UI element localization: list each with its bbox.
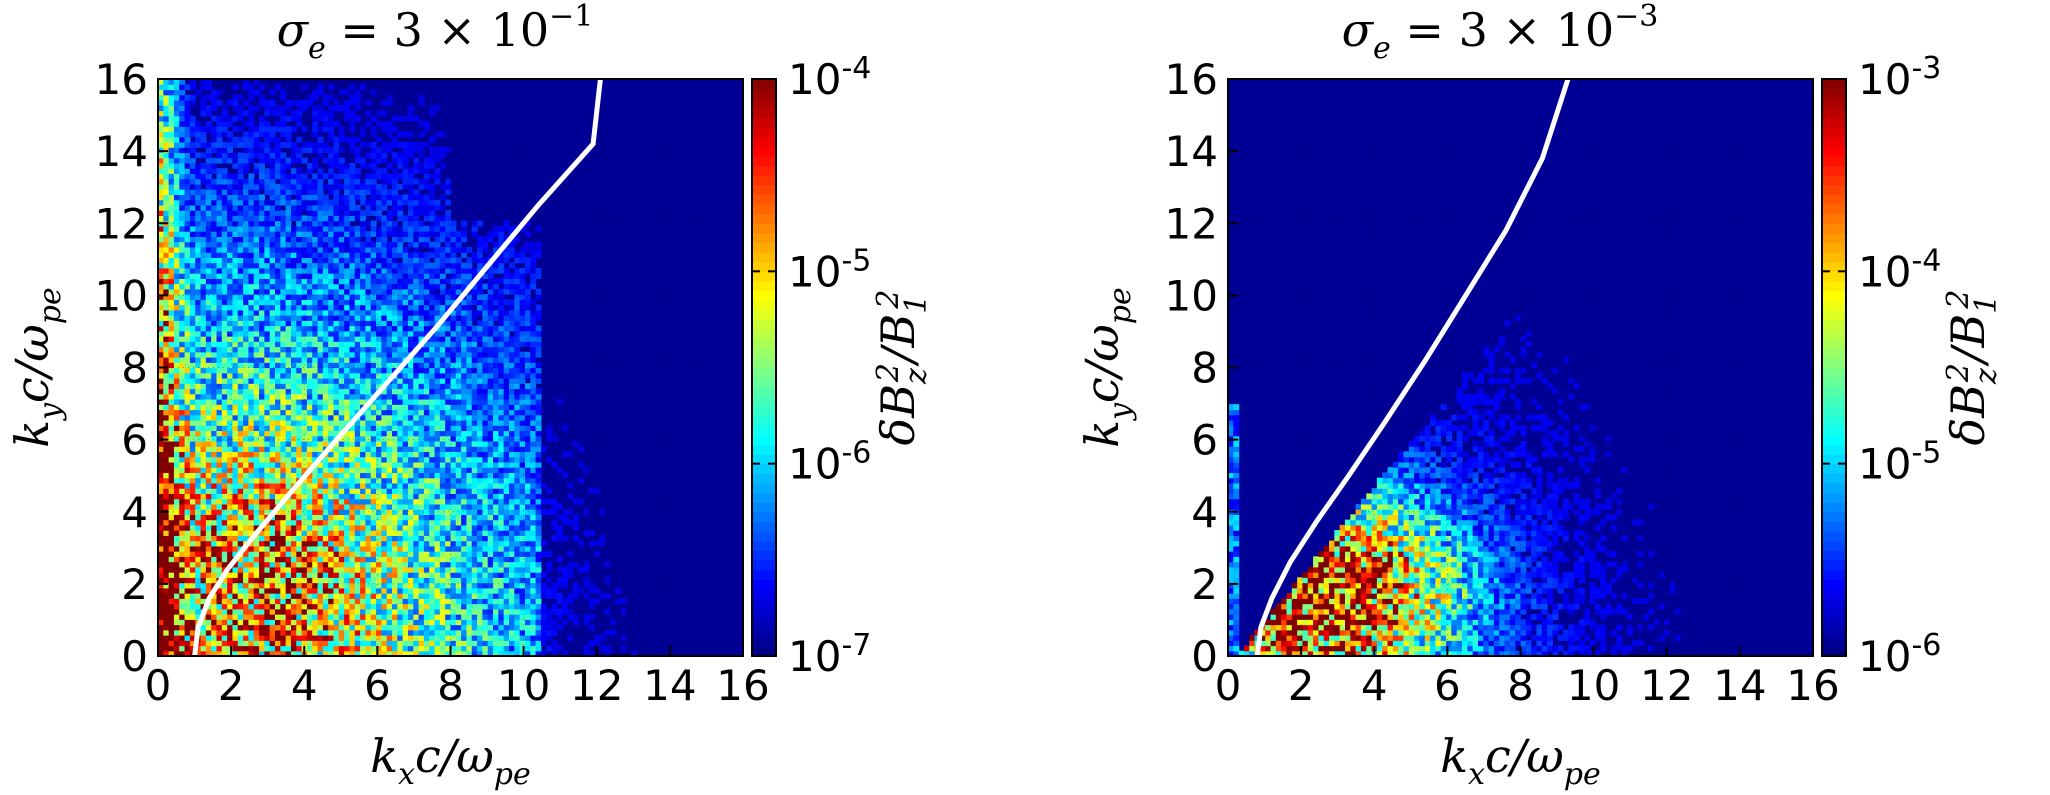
y-tick-label: 12: [1165, 199, 1218, 248]
x-tick-label: 0: [145, 661, 172, 710]
x-tick-label: 10: [1567, 661, 1620, 710]
y-axis-label: kyc/ωpe: [1075, 287, 1138, 448]
y-tick-label: 4: [121, 488, 148, 537]
y-tick-label: 14: [1165, 127, 1218, 176]
y-tick-label: 10: [1165, 271, 1218, 320]
y-tick-label: 2: [121, 560, 148, 609]
y-tick-label: 8: [121, 344, 148, 393]
x-tick-label: 12: [570, 661, 623, 710]
chart-title: σe = 3 × 10−1: [277, 0, 594, 66]
x-tick-label: 8: [1507, 661, 1534, 710]
colorbar-tick-label: 10-5: [1858, 436, 1941, 489]
x-tick-label: 16: [1786, 661, 1839, 710]
colorbar-tick-label: 10-3: [1858, 51, 1941, 104]
y-tick-label: 0: [121, 632, 148, 681]
y-tick-label: 16: [1165, 55, 1218, 104]
y-tick-label: 8: [1191, 344, 1218, 393]
y-tick-label: 12: [95, 199, 148, 248]
x-tick-label: 10: [497, 661, 550, 710]
x-tick-label: 0: [1215, 661, 1242, 710]
x-tick-label: 16: [716, 661, 769, 710]
y-axis-label: kyc/ωpe: [5, 287, 68, 448]
y-tick-label: 16: [95, 55, 148, 104]
dispersion-curve: [1254, 78, 1571, 657]
colorbar: 10-7 10-6 10-5 10-4 δBz2/B12: [751, 51, 934, 681]
y-tick-label: 6: [1191, 416, 1218, 465]
colorbar: 10-6 10-5 10-4 10-3 δBz2/B12: [1821, 51, 2004, 681]
colorbar-tick-label: 10-6: [1858, 628, 1941, 681]
y-tick-label: 6: [121, 416, 148, 465]
x-tick-label: 4: [291, 661, 318, 710]
x-axis-label: kxc/ωpe: [1440, 729, 1601, 792]
x-tick-label: 14: [1713, 661, 1766, 710]
colorbar-label: δBz2/B12: [1941, 290, 2004, 446]
x-tick-label: 6: [1434, 661, 1461, 710]
x-axis-label: kxc/ωpe: [370, 729, 531, 792]
x-tick-label: 12: [1640, 661, 1693, 710]
y-tick-label: 0: [1191, 632, 1218, 681]
colorbar-tick-label: 10-4: [1858, 243, 1941, 296]
x-tick-label: 4: [1361, 661, 1388, 710]
grid: [1228, 79, 1813, 656]
x-tick-label: 8: [437, 661, 464, 710]
colorbar-tick-label: 10-6: [788, 436, 871, 489]
x-tick-label: 6: [364, 661, 391, 710]
heatmap-cells: [1228, 315, 1681, 657]
x-tick-label: 14: [643, 661, 696, 710]
x-tick-label: 2: [1288, 661, 1315, 710]
dispersion-curve: [192, 78, 603, 657]
colorbar-tick-label: 10-5: [788, 243, 871, 296]
y-tick-label: 14: [95, 127, 148, 176]
chart-title: σe = 3 × 10−3: [1342, 0, 1659, 66]
grid: [158, 79, 743, 656]
x-tick-label: 2: [218, 661, 245, 710]
heatmap-cells: [158, 79, 638, 657]
y-tick-label: 10: [95, 271, 148, 320]
y-tick-label: 2: [1191, 560, 1218, 609]
colorbar-label: δBz2/B12: [871, 290, 934, 446]
y-tick-label: 4: [1191, 488, 1218, 537]
colorbar-tick-label: 10-7: [788, 628, 871, 681]
colorbar-tick-label: 10-4: [788, 51, 871, 104]
